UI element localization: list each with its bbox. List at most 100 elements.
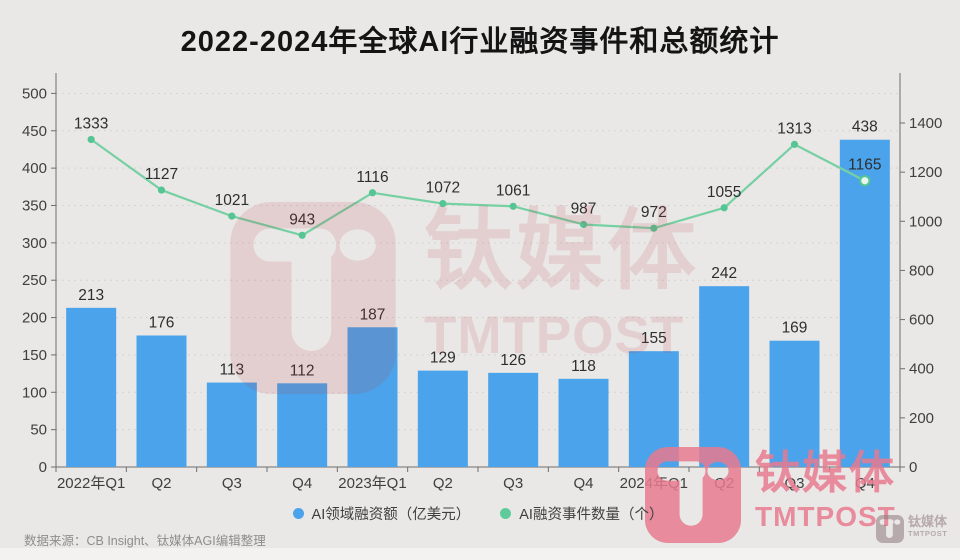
line-point xyxy=(509,202,517,210)
x-axis-category-label: 2022年Q1 xyxy=(57,475,125,492)
line-point xyxy=(368,189,377,197)
line-point xyxy=(298,231,306,239)
bar-value-label: 187 xyxy=(360,306,386,323)
x-axis-category-label: 2023年Q1 xyxy=(338,475,406,492)
bar xyxy=(277,383,328,467)
watermark-brand-en: TMTPOST xyxy=(424,305,685,365)
left-axis-tick-label: 250 xyxy=(22,272,47,289)
x-axis-category-label: Q2 xyxy=(151,475,171,492)
line-point xyxy=(228,212,236,220)
line-point xyxy=(650,224,658,232)
line-point xyxy=(859,175,871,187)
right-axis-tick-label: 400 xyxy=(909,361,934,378)
bar-value-label: 176 xyxy=(149,314,175,331)
line-value-label: 1055 xyxy=(707,184,741,201)
right-axis-tick-label: 800 xyxy=(909,262,934,279)
tmtpost-logo-icon xyxy=(876,515,904,543)
legend-item-funding-amount[interactable]: AI领域融资额（亿美元） xyxy=(292,503,471,524)
watermark-brand-cn: 钛媒体 xyxy=(424,201,701,300)
legend-label: AI融资事件数量（个） xyxy=(519,507,664,523)
data-source-note: 数据来源：CB Insight、钛媒体AGI编辑整理 xyxy=(24,534,266,548)
bar-value-label: 155 xyxy=(641,330,667,347)
bar xyxy=(136,335,187,467)
line-value-label: 943 xyxy=(289,211,315,228)
chart-title: 2022-2024年全球AI行业融资事件和总额统计 xyxy=(180,26,780,58)
line-value-label: 1021 xyxy=(215,192,249,209)
left-axis-tick-label: 50 xyxy=(30,422,47,439)
line-point xyxy=(87,135,95,144)
right-axis-tick-label: 0 xyxy=(909,459,917,476)
bar-value-label: 169 xyxy=(782,320,808,337)
line-point xyxy=(157,186,166,194)
line-value-label: 972 xyxy=(641,204,667,221)
bar xyxy=(206,382,257,467)
line-point xyxy=(439,199,447,208)
right-axis-tick-label: 600 xyxy=(909,312,934,329)
left-axis-tick-label: 150 xyxy=(22,347,47,364)
bar xyxy=(699,286,750,467)
right-axis-tick-label: 1200 xyxy=(909,164,942,181)
x-axis-category-label: Q2 xyxy=(433,475,453,492)
legend-label: AI领域融资额（亿美元） xyxy=(311,507,471,523)
left-axis-tick-label: 0 xyxy=(39,459,47,476)
tmtpost-logo-icon xyxy=(645,447,741,543)
bar xyxy=(66,307,117,467)
line-value-label: 1333 xyxy=(74,115,108,132)
line-point xyxy=(720,204,728,212)
x-axis-category-label: Q4 xyxy=(855,475,875,492)
bar-value-label: 112 xyxy=(290,362,315,379)
watermark-brand-cn: 钛媒体 xyxy=(755,447,897,498)
left-axis-tick-label: 200 xyxy=(22,310,47,327)
line-value-label: 1127 xyxy=(145,166,178,183)
tmtpost-logo-icon xyxy=(230,202,396,394)
bar xyxy=(488,372,539,467)
left-axis-tick-label: 450 xyxy=(22,123,47,140)
left-axis-tick-label: 500 xyxy=(22,85,47,102)
right-axis-tick-label: 200 xyxy=(909,410,934,427)
bar-value-label: 213 xyxy=(78,287,104,304)
line-series xyxy=(90,138,866,237)
left-axis-tick-label: 300 xyxy=(22,235,47,252)
line-value-label: 987 xyxy=(571,200,597,217)
card-bottom-edge xyxy=(0,548,960,560)
legend-dot-line-series xyxy=(500,508,512,519)
watermark-brand-cn: 钛媒体 xyxy=(908,514,948,529)
line-value-label: 1116 xyxy=(356,169,388,186)
legend-item-event-count[interactable]: AI融资事件数量（个） xyxy=(500,503,663,524)
line-point xyxy=(790,140,799,148)
right-axis-tick-label: 1000 xyxy=(909,213,942,230)
legend-dot-bar-series xyxy=(292,508,304,519)
bar xyxy=(769,340,820,467)
watermark-brand-en: TMTPOST xyxy=(908,529,948,539)
tmtpost-watermark-tiny: 钛媒体 TMTPOST xyxy=(876,514,948,543)
line-value-label: 1072 xyxy=(426,180,460,197)
bar xyxy=(558,378,609,467)
bar-value-label: 438 xyxy=(852,119,878,136)
tmtpost-watermark-center: 钛媒体 TMTPOST xyxy=(230,201,701,394)
bar xyxy=(347,327,398,467)
bar-value-label: 126 xyxy=(500,352,526,369)
tmtpost-logo-bottom-right: 钛媒体 TMTPOST xyxy=(645,447,896,543)
bar-value-label: 118 xyxy=(571,358,596,375)
right-axis-tick-label: 1400 xyxy=(909,115,942,132)
bar xyxy=(417,370,468,467)
bar-value-label: 113 xyxy=(219,362,244,379)
bar-value-label: 242 xyxy=(711,265,737,282)
line-value-label: 1061 xyxy=(496,182,530,199)
line-point xyxy=(579,220,588,229)
chart-legend: AI领域融资额（亿美元） AI融资事件数量（个） xyxy=(56,503,900,524)
left-axis-tick-label: 350 xyxy=(22,197,47,214)
x-axis-category-label: Q3 xyxy=(784,475,804,492)
left-axis-tick-label: 400 xyxy=(22,160,47,177)
x-axis-category-label: Q3 xyxy=(503,475,523,492)
x-axis-category-label: Q4 xyxy=(573,475,593,492)
bar xyxy=(839,139,890,468)
x-axis-category-label: Q3 xyxy=(222,475,242,492)
line-value-label: 1165 xyxy=(848,157,881,174)
line-value-label: 1313 xyxy=(777,120,811,137)
left-axis-tick-label: 100 xyxy=(22,384,47,401)
watermark-brand-en: TMTPOST xyxy=(755,500,896,532)
x-axis-category-label: Q4 xyxy=(292,475,312,492)
